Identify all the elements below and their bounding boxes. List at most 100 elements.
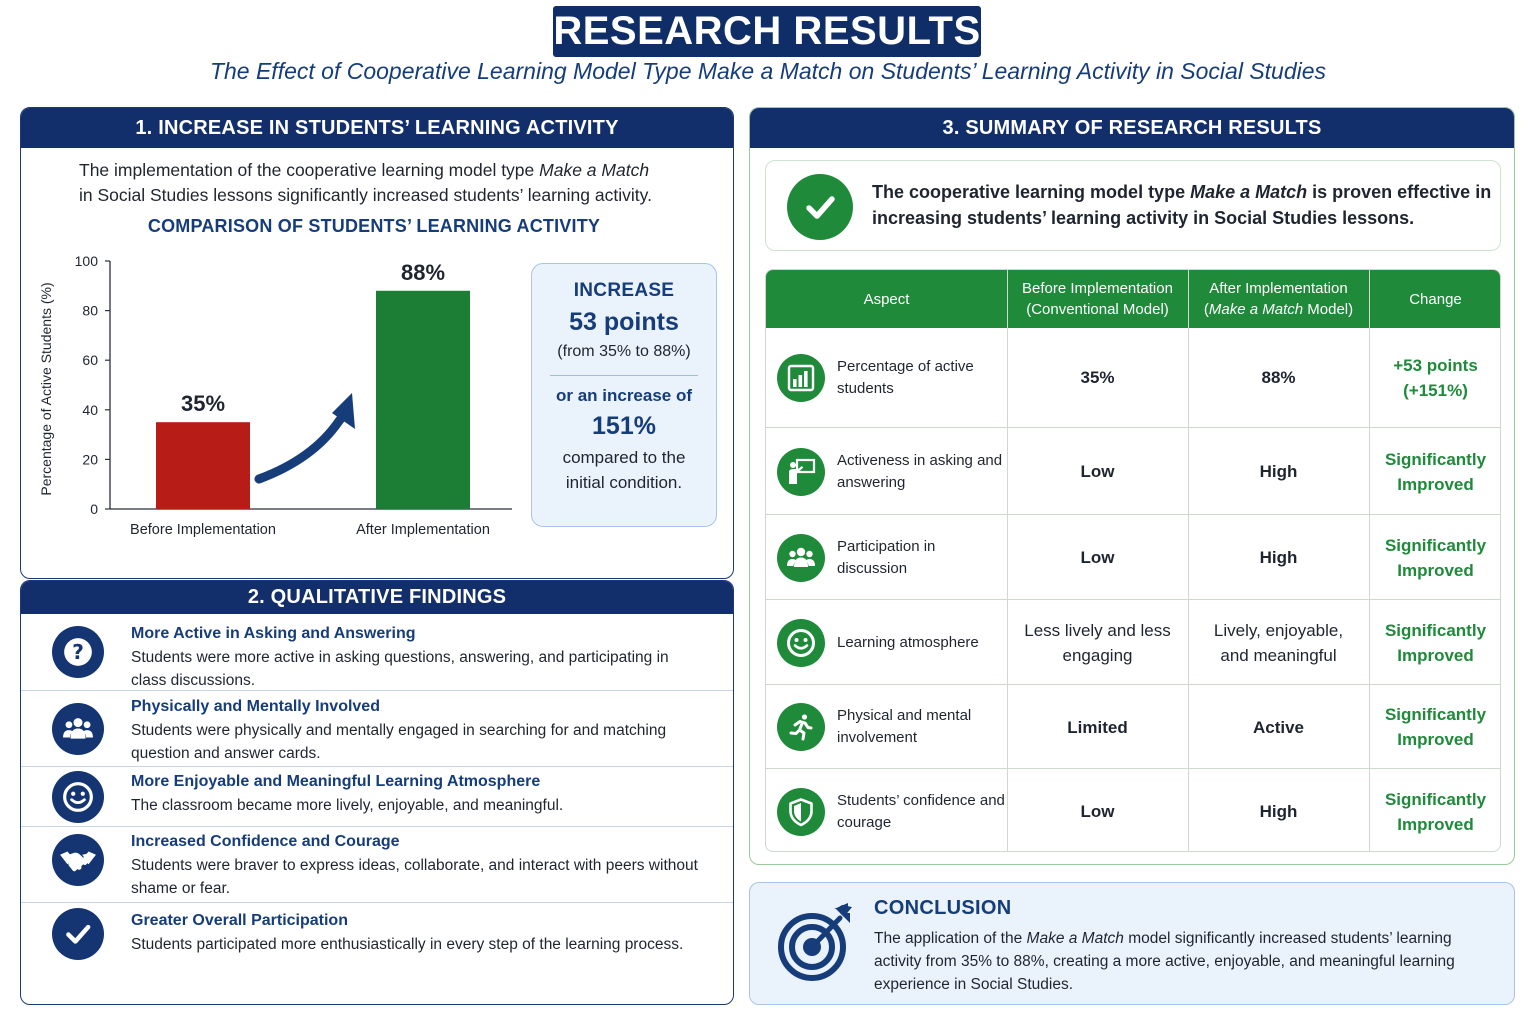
- x-tick-label: (Make a Match Model): [351, 542, 495, 543]
- proven-text-2: is proven effective in increasing studen…: [872, 182, 1492, 228]
- learning-activity-panel: 1. INCREASE IN STUDENTS’ LEARNING ACTIVI…: [20, 107, 734, 579]
- aspect-cell: Physical and mental involvement: [837, 707, 972, 746]
- intro-italic: Make a Match: [539, 160, 650, 180]
- page-title: RESEARCH RESULTS: [553, 6, 981, 57]
- intro-text-1: The implementation of the cooperative le…: [79, 160, 540, 180]
- before-cell: Low: [1080, 802, 1115, 821]
- bar-chart-icon: [777, 353, 825, 402]
- after-cell: 88%: [1261, 368, 1296, 387]
- before-cell: Low: [1080, 548, 1115, 567]
- check-circle-icon: [787, 174, 853, 240]
- finding-text: Students were braver to express ideas, c…: [131, 857, 698, 897]
- smile-icon: [52, 771, 104, 823]
- check-icon: [52, 908, 104, 960]
- section1-intro: The implementation of the cooperative le…: [79, 158, 699, 208]
- bar-chart: Percentage of Active Students (%) 0 20 40 60…: [38, 253, 512, 543]
- finding-item: ? More Active in Asking and Answering Stud…: [21, 614, 733, 691]
- conclusion-panel: CONCLUSION The application of the Make a…: [749, 882, 1515, 1005]
- finding-item: Greater Overall Participation Students pa…: [21, 903, 733, 1004]
- conclusion-text: The application of the Make a Match mode…: [874, 927, 1494, 996]
- y-tick-label: 0: [90, 501, 98, 517]
- header-after-2a: (: [1203, 301, 1209, 318]
- y-axis-label: Percentage of Active Students (%): [38, 282, 54, 495]
- before-cell: Limited: [1067, 717, 1128, 737]
- finding-title: More Active in Asking and Answering: [131, 625, 416, 642]
- section3-heading: 3. SUMMARY OF RESEARCH RESULTS: [750, 108, 1514, 148]
- question-icon: ?: [52, 626, 104, 678]
- finding-item: More Enjoyable and Meaningful Learning A…: [21, 767, 733, 827]
- after-cell: High: [1259, 462, 1298, 481]
- table-row: Percentage of active students 35% 88% +53 p…: [766, 328, 1500, 427]
- aspect-cell: Learning atmosphere: [837, 633, 979, 651]
- conclusion-title: CONCLUSION: [874, 897, 1012, 919]
- page-subtitle: The Effect of Cooperative Learning Model…: [209, 58, 1327, 84]
- callout-range: (from 35% to 88%): [557, 343, 691, 360]
- increase-arrow-head: [332, 393, 355, 429]
- group-icon: [52, 703, 104, 755]
- change-cell: Significantly Improved: [1384, 789, 1487, 834]
- col-divider: [1007, 270, 1008, 851]
- callout-points: 53 points: [569, 308, 679, 336]
- section2-heading: 2. QUALITATIVE FINDINGS: [21, 581, 733, 614]
- summary-table: Aspect Before Implementation (Conventiona…: [765, 269, 1501, 852]
- before-cell: 35%: [1080, 368, 1115, 387]
- change-cell: Significantly Improved: [1384, 705, 1487, 749]
- table-row: Participation in discussion Low High Signif…: [766, 514, 1500, 599]
- aspect-cell: Students’ confidence and courage: [837, 791, 1005, 831]
- header-after-1: After Implementation: [1209, 280, 1348, 297]
- table-row: Activeness in asking and answering Low Hig…: [766, 427, 1500, 514]
- teacher-icon: [777, 447, 825, 496]
- callout-compared-2: initial condition.: [565, 473, 683, 492]
- table-row: Learning atmosphere Less lively and less …: [766, 599, 1500, 684]
- finding-title: Greater Overall Participation: [131, 912, 348, 929]
- smile-icon: [777, 618, 825, 667]
- proven-text-1: The cooperative learning model type: [872, 182, 1191, 202]
- before-cell: Low: [1080, 462, 1115, 481]
- change-cell: Significantly Improved: [1384, 449, 1487, 494]
- finding-title: Increased Confidence and Courage: [131, 833, 400, 850]
- header-after: After Implementation (Make a Match Model): [1188, 270, 1369, 328]
- x-tick-label: After Implementation: [356, 522, 490, 538]
- proven-statement: The cooperative learning model type Make…: [765, 160, 1501, 251]
- change-cell: Significantly Improved: [1384, 535, 1487, 580]
- y-tick-label: 100: [75, 253, 99, 269]
- running-person-icon: [777, 703, 825, 751]
- svg-text:?: ?: [72, 640, 84, 664]
- callout-compared-1: compared to the: [562, 448, 686, 467]
- increase-callout: INCREASE 53 points (from 35% to 88%) or …: [531, 263, 717, 527]
- finding-title: Physically and Mentally Involved: [131, 698, 380, 715]
- conclusion-text-2: model significantly increased students’ …: [874, 930, 1455, 993]
- finding-item: Physically and Mentally Involved Students…: [21, 691, 733, 767]
- callout-percent: 151%: [592, 412, 656, 440]
- target-icon: [778, 901, 854, 988]
- bar: [376, 290, 470, 509]
- after-cell: Lively, enjoyable, and meaningful: [1213, 620, 1344, 665]
- conclusion-italic: Make a Match: [1026, 930, 1124, 947]
- change-cell: +53 points (+151%): [1393, 355, 1478, 400]
- table-row: Students’ confidence and courage Low High S…: [766, 768, 1500, 851]
- col-divider: [1188, 270, 1189, 851]
- bar: [156, 422, 250, 509]
- aspect-cell: Participation in discussion: [837, 537, 936, 577]
- after-cell: High: [1259, 802, 1298, 821]
- finding-text: Students participated more enthusiastica…: [131, 936, 684, 953]
- change-cell: Significantly Improved: [1384, 620, 1487, 665]
- header-before: Before Implementation (Conventional Model…: [1007, 270, 1188, 328]
- finding-title: More Enjoyable and Meaningful Learning A…: [131, 773, 541, 790]
- after-cell: High: [1259, 548, 1298, 567]
- callout-compared: compared to the initial condition.: [532, 445, 716, 495]
- header-before-2: (Conventional Model): [1026, 301, 1169, 318]
- chart-title: COMPARISON OF STUDENTS’ LEARNING ACTIVIT…: [147, 216, 601, 236]
- header-change: Change: [1409, 290, 1462, 308]
- finding-text: The classroom became more lively, enjoya…: [131, 797, 564, 814]
- conclusion-text-1: The application of the: [874, 930, 1027, 947]
- bar-data-label: 35%: [181, 391, 225, 416]
- finding-text: Students were physically and mentally en…: [131, 722, 667, 762]
- shield-icon: [777, 787, 825, 836]
- table-row: Physical and mental involvement Limited Ac…: [766, 684, 1500, 768]
- after-cell: Active: [1252, 717, 1305, 737]
- table-header: Aspect Before Implementation (Conventiona…: [766, 270, 1500, 328]
- x-tick-label: Before Implementation: [130, 522, 276, 538]
- header-aspect: Aspect: [863, 290, 910, 308]
- aspect-cell: Percentage of active students: [837, 357, 974, 397]
